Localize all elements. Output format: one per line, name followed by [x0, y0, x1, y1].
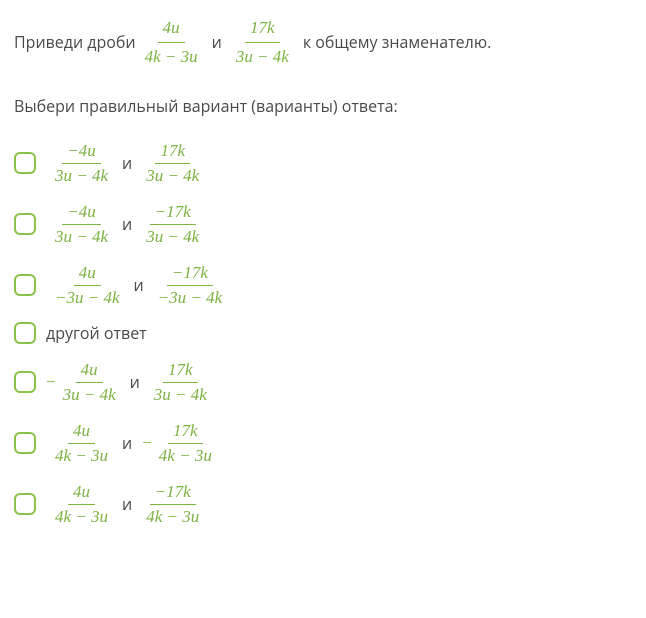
option-fraction-a: −4u3u − 4k: [50, 200, 113, 249]
instruction-text: Выбери правильный вариант (варианты) отв…: [14, 95, 632, 117]
prompt-tail: к общему знаменателю.: [303, 31, 491, 53]
option-checkbox[interactable]: [14, 274, 36, 296]
leading-minus: −: [142, 433, 152, 453]
frac-den: 3u − 4k: [50, 225, 113, 249]
option-checkbox[interactable]: [14, 371, 36, 393]
frac-num: −4u: [62, 139, 100, 164]
frac-den: 4k − 3u: [50, 505, 113, 529]
options-list: −4u3u − 4kи17k3u − 4k−4u3u − 4kи−17k3u −…: [14, 139, 632, 529]
prompt-f1-num: 4u: [158, 14, 185, 43]
frac-den: 4k − 3u: [154, 444, 217, 468]
option-fraction-b: 17k3u − 4k: [141, 139, 204, 188]
option-fraction-a: −4u3u − 4k: [50, 139, 113, 188]
frac-den: 3u − 4k: [141, 225, 204, 249]
option-fraction-a: 4u4k − 3u: [50, 480, 113, 529]
prompt-lead: Приведи дроби: [14, 31, 136, 53]
option-fraction-a: 4u−3u − 4k: [50, 261, 125, 310]
option-row: другой ответ: [14, 322, 632, 344]
option-checkbox[interactable]: [14, 213, 36, 235]
frac-num: −17k: [150, 200, 196, 225]
option-row: −4u3u − 4kи−17k3u − 4k: [14, 200, 632, 249]
option-fraction-b: −17k−3u − 4k: [153, 261, 228, 310]
prompt-f1-den: 4k − 3u: [140, 43, 203, 71]
frac-num: 17k: [155, 139, 190, 164]
frac-den: 4k − 3u: [50, 444, 113, 468]
option-conj: и: [122, 213, 132, 235]
option-conj: и: [122, 152, 132, 174]
frac-num: 17k: [163, 358, 198, 383]
frac-den: −3u − 4k: [50, 286, 125, 310]
frac-den: 3u − 4k: [141, 164, 204, 188]
option-text-label: другой ответ: [46, 322, 147, 344]
option-row: 4u4k − 3uи −17k4k − 3u: [14, 419, 632, 468]
option-row: −4u3u − 4kи17k3u − 4k: [14, 139, 632, 188]
option-checkbox[interactable]: [14, 322, 36, 344]
option-fraction-a: 4u3u − 4k: [58, 358, 121, 407]
prompt-f2-num: 17k: [245, 14, 280, 43]
frac-den: 3u − 4k: [50, 164, 113, 188]
frac-den: −3u − 4k: [153, 286, 228, 310]
frac-den: 3u − 4k: [58, 383, 121, 407]
option-fraction-b: −17k3u − 4k: [141, 200, 204, 249]
option-conj: и: [134, 274, 144, 296]
frac-num: 4u: [68, 419, 95, 444]
option-row: 4u−3u − 4kи−17k−3u − 4k: [14, 261, 632, 310]
frac-num: −17k: [167, 261, 213, 286]
frac-num: −17k: [150, 480, 196, 505]
frac-den: 3u − 4k: [149, 383, 212, 407]
prompt-fraction-1: 4u 4k − 3u: [140, 14, 203, 71]
leading-minus: −: [46, 372, 56, 392]
option-fraction-b: −17k4k − 3u: [141, 480, 204, 529]
prompt-fraction-2: 17k 3u − 4k: [231, 14, 294, 71]
frac-num: 4u: [76, 358, 103, 383]
option-row: −4u3u − 4kи17k3u − 4k: [14, 358, 632, 407]
option-checkbox[interactable]: [14, 152, 36, 174]
option-fraction-a: 4u4k − 3u: [50, 419, 113, 468]
frac-num: 4u: [74, 261, 101, 286]
option-fraction-b: 17k3u − 4k: [149, 358, 212, 407]
option-checkbox[interactable]: [14, 432, 36, 454]
option-row: 4u4k − 3uи−17k4k − 3u: [14, 480, 632, 529]
option-conj: и: [122, 432, 132, 454]
option-conj: и: [130, 371, 140, 393]
frac-num: 17k: [168, 419, 203, 444]
frac-den: 4k − 3u: [141, 505, 204, 529]
option-fraction-b: 17k4k − 3u: [154, 419, 217, 468]
prompt-f2-den: 3u − 4k: [231, 43, 294, 71]
frac-num: −4u: [62, 200, 100, 225]
question-prompt: Приведи дроби 4u 4k − 3u и 17k 3u − 4k к…: [14, 14, 632, 71]
prompt-and: и: [212, 31, 222, 53]
option-conj: и: [122, 493, 132, 515]
frac-num: 4u: [68, 480, 95, 505]
option-checkbox[interactable]: [14, 493, 36, 515]
